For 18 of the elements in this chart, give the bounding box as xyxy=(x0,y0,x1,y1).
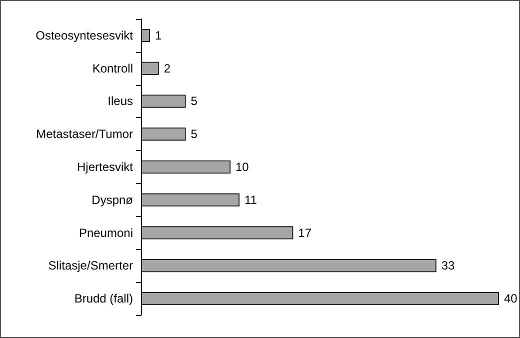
y-tick-label: Slitasje/Smerter xyxy=(48,258,133,273)
y-tick-label: Kontroll xyxy=(92,61,133,76)
data-label: 2 xyxy=(164,61,171,76)
y-tick-label: Ileus xyxy=(108,94,133,108)
y-tick-label: Hjertesvikt xyxy=(76,160,134,174)
y-tick-label: Metastaser/Tumor xyxy=(36,127,133,142)
y-tick-label: Pneumoni xyxy=(78,226,133,240)
data-label: 10 xyxy=(236,160,250,174)
data-label: 40 xyxy=(504,292,518,306)
data-label: 11 xyxy=(244,192,258,207)
data-label: 5 xyxy=(190,127,198,142)
data-label: 17 xyxy=(298,226,312,240)
data-label: 33 xyxy=(441,258,456,273)
data-label: 5 xyxy=(190,94,198,108)
y-tick-label: Osteosyntesesvikt xyxy=(36,28,134,42)
data-label: 1 xyxy=(154,28,162,42)
y-tick-label: Dyspnø xyxy=(92,192,134,207)
y-tick-label: Brudd (fall) xyxy=(74,292,134,306)
